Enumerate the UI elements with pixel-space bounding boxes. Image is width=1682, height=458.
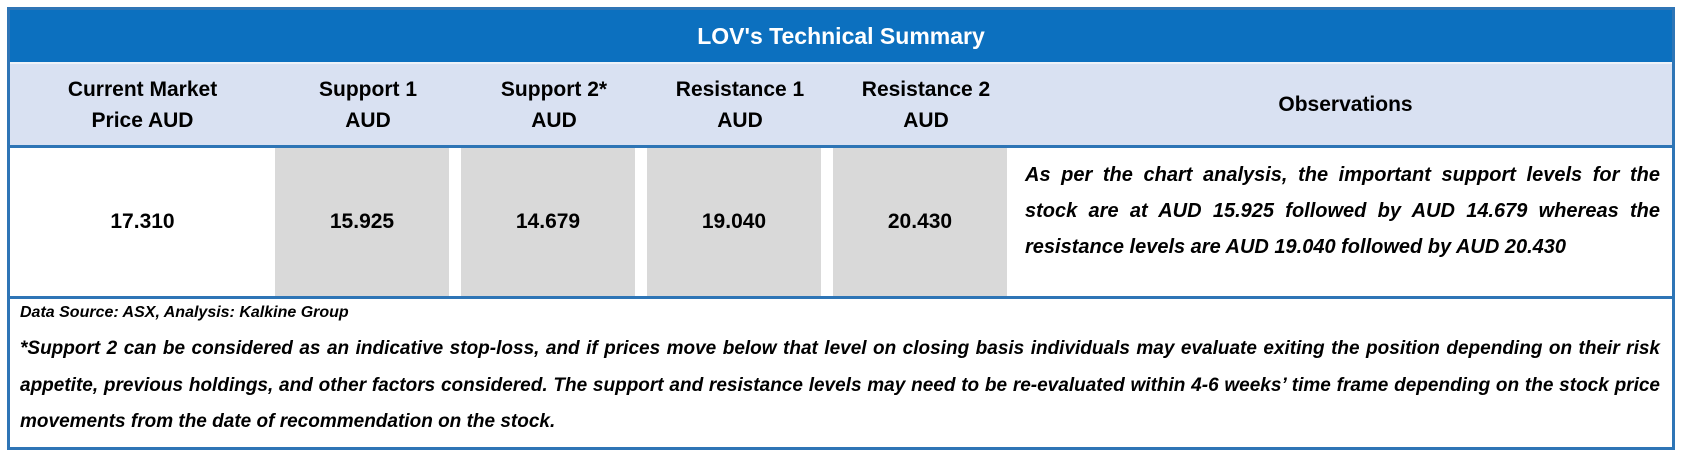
col-header-line2: AUD <box>345 108 391 132</box>
footnotes-section: Data Source: ASX, Analysis: Kalkine Grou… <box>10 299 1672 447</box>
col-header-line1: Support 2* <box>500 77 608 101</box>
data-row: 17.310 15.925 14.679 19.040 20.430 As pe… <box>10 148 1672 299</box>
col-header-line1: Resistance 1 <box>675 77 805 101</box>
col-header-current-market-price: Current Market Price AUD <box>10 64 275 145</box>
col-header-line2: AUD <box>717 108 763 132</box>
observations-text: As per the chart analysis, the important… <box>1025 164 1660 258</box>
current-market-price-value: 17.310 <box>110 210 175 233</box>
resistance-2-value: 20.430 <box>833 148 1019 296</box>
technical-summary-table: LOV's Technical Summary Current Market P… <box>7 7 1675 450</box>
col-header-line1: Current Market <box>67 77 218 101</box>
support-1-value: 15.925 <box>275 148 461 296</box>
col-header-support-2: Support 2* AUD <box>461 64 647 145</box>
col-header-support-1: Support 1 AUD <box>275 64 461 145</box>
support-2-value: 14.679 <box>461 148 647 296</box>
col-header-line2: AUD <box>903 108 949 132</box>
table-title: LOV's Technical Summary <box>10 10 1672 64</box>
col-header-line2: Price AUD <box>91 108 194 132</box>
support-2-disclaimer: *Support 2 can be considered as an indic… <box>20 338 1660 432</box>
col-header-line1: Support 1 <box>319 77 417 101</box>
header-row: Current Market Price AUD Support 1 AUD S… <box>10 64 1672 148</box>
data-source-note: Data Source: ASX, Analysis: Kalkine Grou… <box>20 304 349 321</box>
resistance-1-value: 19.040 <box>647 148 833 296</box>
col-header-observations: Observations <box>1278 93 1413 116</box>
col-header-line2: AUD <box>531 108 577 132</box>
col-header-resistance-2: Resistance 2 AUD <box>833 64 1019 145</box>
col-header-line1: Resistance 2 <box>861 77 991 101</box>
col-header-resistance-1: Resistance 1 AUD <box>647 64 833 145</box>
